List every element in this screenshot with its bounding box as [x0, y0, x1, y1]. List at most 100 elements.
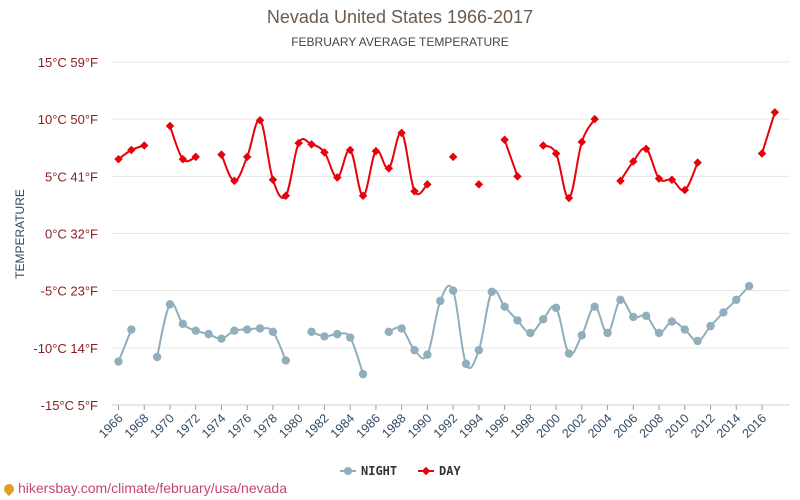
location-pin-icon [2, 482, 16, 496]
y-tick-label: 15°C 59°F [38, 55, 98, 70]
day-point[interactable] [693, 158, 701, 166]
night-point[interactable] [590, 302, 598, 310]
night-point[interactable] [269, 328, 277, 336]
x-tick-label: 2004 [585, 411, 615, 441]
x-tick-label: 2008 [637, 411, 667, 441]
day-point[interactable] [758, 149, 766, 157]
night-point[interactable] [526, 329, 534, 337]
night-point[interactable] [127, 325, 135, 333]
night-point[interactable] [462, 360, 470, 368]
night-point[interactable] [603, 329, 611, 337]
x-tick-label: 1998 [508, 411, 538, 441]
night-point[interactable] [655, 329, 663, 337]
night-point[interactable] [179, 320, 187, 328]
legend[interactable]: NIGHT DAY [340, 464, 461, 478]
day-point[interactable] [372, 147, 380, 155]
night-point[interactable] [192, 326, 200, 334]
night-point[interactable] [642, 312, 650, 320]
day-line [762, 112, 775, 153]
x-tick-label: 2010 [662, 411, 692, 441]
x-tick-label: 1972 [173, 411, 203, 441]
temperature-chart: Nevada United States 1966-2017 FEBRUARY … [0, 0, 800, 500]
night-point[interactable] [539, 315, 547, 323]
day-point[interactable] [166, 122, 174, 130]
night-point[interactable] [282, 356, 290, 364]
night-point[interactable] [256, 324, 264, 332]
night-point[interactable] [552, 304, 560, 312]
day-point[interactable] [771, 108, 779, 116]
legend-label: DAY [439, 464, 461, 478]
day-point[interactable] [578, 138, 586, 146]
night-point[interactable] [500, 302, 508, 310]
night-point[interactable] [333, 330, 341, 338]
night-point[interactable] [449, 286, 457, 294]
legend-item-night[interactable]: NIGHT [340, 464, 397, 478]
day-point[interactable] [500, 136, 508, 144]
day-line [221, 120, 427, 198]
x-tick-label: 1974 [199, 411, 229, 441]
day-point[interactable] [513, 172, 521, 180]
y-tick-label: 10°C 50°F [38, 112, 98, 127]
night-line [119, 330, 132, 362]
night-point[interactable] [166, 300, 174, 308]
x-tick-label: 2000 [534, 411, 564, 441]
night-point[interactable] [706, 322, 714, 330]
x-tick-label: 2006 [611, 411, 641, 441]
day-line [543, 119, 594, 198]
x-tick-label: 1996 [482, 411, 512, 441]
chart-title: Nevada United States 1966-2017 [267, 7, 533, 27]
legend-label: NIGHT [361, 464, 397, 478]
day-point[interactable] [191, 153, 199, 161]
night-point[interactable] [359, 370, 367, 378]
night-point[interactable] [114, 357, 122, 365]
series-layer [114, 108, 779, 378]
night-point[interactable] [745, 282, 753, 290]
watermark[interactable]: hikersbay.com/climate/february/usa/nevad… [4, 480, 287, 496]
night-point[interactable] [230, 326, 238, 334]
day-point[interactable] [243, 153, 251, 161]
night-point[interactable] [436, 297, 444, 305]
night-point[interactable] [475, 346, 483, 354]
x-tick-label: 2012 [688, 411, 718, 441]
day-point[interactable] [475, 180, 483, 188]
night-point[interactable] [320, 332, 328, 340]
y-tick-label: 5°C 41°F [45, 169, 98, 184]
series-night [114, 282, 753, 378]
night-point[interactable] [616, 296, 624, 304]
day-point[interactable] [140, 141, 148, 149]
night-point[interactable] [423, 350, 431, 358]
night-point[interactable] [565, 349, 573, 357]
y-tick-label: -10°C 14°F [33, 341, 98, 356]
night-point[interactable] [719, 308, 727, 316]
night-point[interactable] [153, 353, 161, 361]
day-point[interactable] [449, 153, 457, 161]
night-point[interactable] [681, 325, 689, 333]
night-point[interactable] [732, 296, 740, 304]
x-tick-label: 1992 [431, 411, 461, 441]
y-axis-label: TEMPERATURE [13, 189, 27, 279]
night-point[interactable] [243, 325, 251, 333]
night-point[interactable] [204, 330, 212, 338]
x-tick-label: 1968 [122, 411, 152, 441]
legend-marker [422, 467, 430, 475]
night-point[interactable] [693, 337, 701, 345]
night-point[interactable] [217, 334, 225, 342]
legend-item-day[interactable]: DAY [418, 464, 461, 478]
night-point[interactable] [385, 328, 393, 336]
night-point[interactable] [307, 328, 315, 336]
night-point[interactable] [513, 316, 521, 324]
day-point[interactable] [217, 150, 225, 158]
night-point[interactable] [668, 317, 676, 325]
night-point[interactable] [410, 346, 418, 354]
y-axis-ticks: 15°C 59°F10°C 50°F5°C 41°F0°C 32°F-5°C 2… [33, 55, 98, 413]
night-point[interactable] [629, 313, 637, 321]
day-point[interactable] [539, 141, 547, 149]
night-point[interactable] [488, 288, 496, 296]
night-point[interactable] [397, 324, 405, 332]
x-tick-label: 2002 [559, 411, 589, 441]
night-point[interactable] [346, 333, 354, 341]
legend-marker [344, 467, 352, 475]
day-line [505, 140, 518, 177]
night-line [157, 303, 286, 360]
night-point[interactable] [578, 331, 586, 339]
